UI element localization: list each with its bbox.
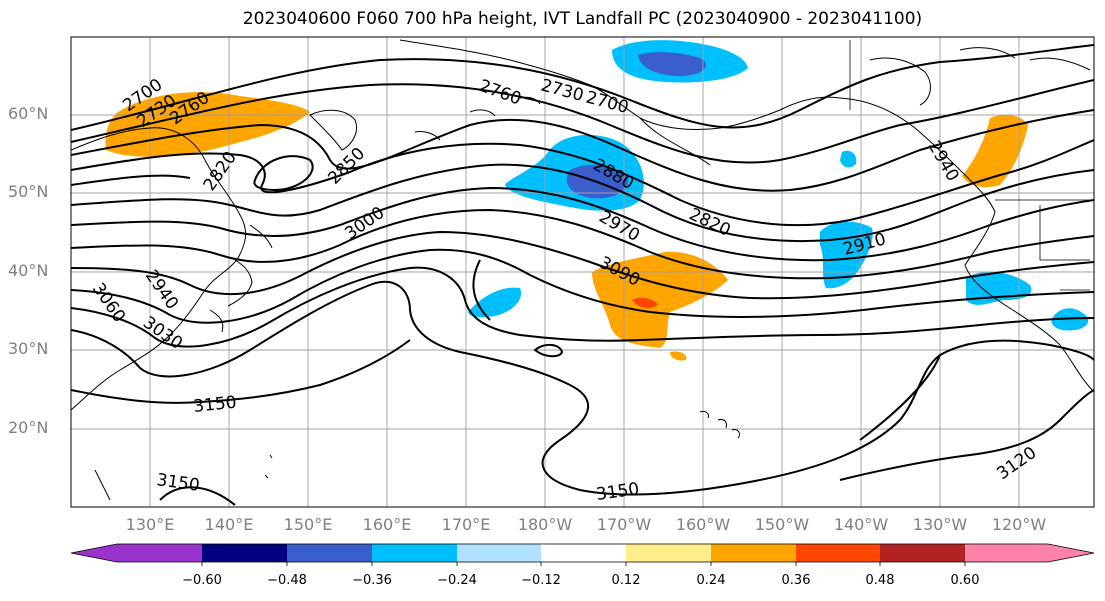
colorbar-segment — [626, 544, 711, 562]
lon-label: 160°W — [675, 515, 731, 534]
colorbar-tick-label: 0.36 — [781, 573, 811, 588]
colorbar — [70, 543, 1095, 566]
colorbar-segment — [880, 544, 965, 562]
lon-label: 170°E — [441, 515, 491, 534]
colorbar-tick-label: 0.12 — [611, 573, 641, 588]
lon-label: 150°E — [283, 515, 333, 534]
page-title: 2023040600 F060 700 hPa height, IVT Land… — [242, 9, 923, 29]
colorbar-tick-label: 0.60 — [950, 573, 980, 588]
colorbar-segment — [117, 544, 202, 562]
colorbar-tick-label: 0.24 — [696, 573, 726, 588]
colorbar-tick-label: −0.24 — [437, 573, 477, 588]
colorbar-segment — [287, 544, 372, 562]
lon-label: 130°E — [125, 515, 175, 534]
colorbar-segment — [202, 544, 287, 562]
colorbar-min-extension — [71, 544, 117, 562]
lat-label: 50°N — [8, 182, 49, 201]
height-contours — [71, 44, 1094, 506]
colorbar-outline — [70, 543, 1095, 563]
colorbar-tick-label: −0.36 — [352, 573, 392, 588]
colorbar-tick-label: 0.48 — [865, 573, 895, 588]
colorbar-tick-label: −0.12 — [521, 573, 561, 588]
colorbar-segment — [711, 544, 796, 562]
lon-label: 140°E — [204, 515, 254, 534]
lon-label: 150°W — [754, 515, 810, 534]
lon-label: 140°W — [833, 515, 889, 534]
colorbar-segment — [796, 544, 880, 562]
lon-label: 180°W — [517, 515, 573, 534]
lon-label: 160°E — [362, 515, 412, 534]
colorbar-max-extension — [1048, 544, 1094, 562]
lat-label: 20°N — [8, 418, 49, 437]
lat-label: 40°N — [8, 261, 49, 280]
lat-label: 30°N — [8, 339, 49, 358]
contour-label: 3150 — [192, 393, 237, 417]
colorbar-tick-label: −0.60 — [182, 573, 222, 588]
map-border — [70, 36, 1095, 508]
lat-label: 60°N — [8, 104, 49, 123]
lon-label: 120°W — [991, 515, 1047, 534]
coastlines — [71, 39, 1094, 501]
lon-label: 170°W — [596, 515, 652, 534]
colorbar-segment — [372, 544, 457, 562]
colorbar-segment — [457, 544, 541, 562]
colorbar-tick-label: −0.48 — [267, 573, 307, 588]
colorbar-segment — [965, 544, 1048, 562]
colorbar-segment — [541, 544, 626, 562]
lon-label: 130°W — [912, 515, 968, 534]
